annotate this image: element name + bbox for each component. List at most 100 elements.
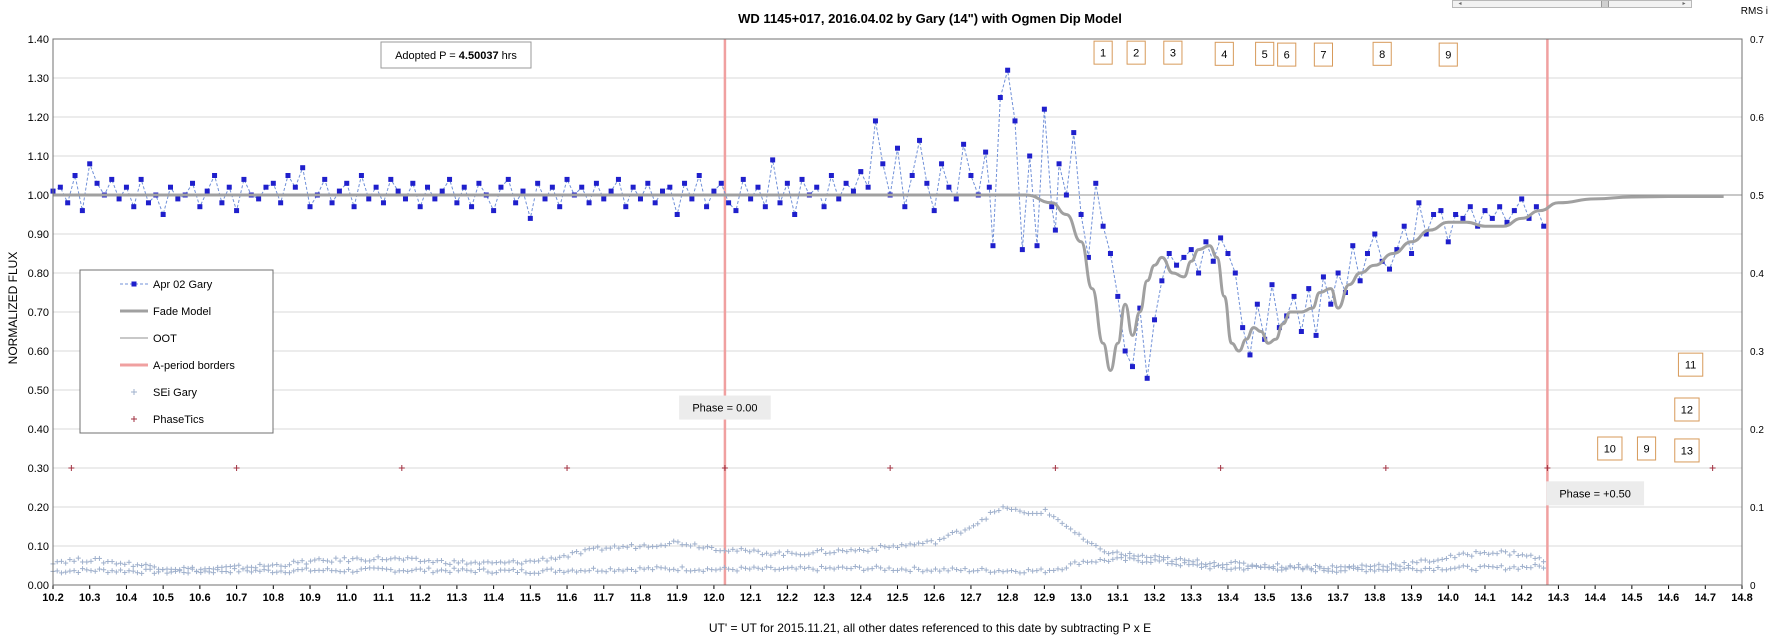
- y-tick-label: 1.30: [28, 73, 49, 85]
- sei-point: [1148, 555, 1154, 561]
- sei-point: [1118, 551, 1124, 557]
- sei-point: [557, 567, 563, 573]
- sei-point: [759, 566, 765, 572]
- sei-point: [274, 569, 280, 575]
- sei-point: [1473, 549, 1479, 555]
- sei-point: [764, 564, 770, 570]
- legend-label: SEi Gary: [153, 387, 198, 399]
- sei-point: [954, 528, 960, 534]
- sei-point: [1541, 565, 1547, 571]
- dip-label-text: 5: [1262, 49, 1268, 61]
- sei-point: [1085, 559, 1091, 565]
- sei-point: [650, 544, 656, 550]
- sei-point: [1249, 562, 1255, 568]
- flux-point: [872, 118, 878, 124]
- y2-tick-label: 0.7: [1750, 35, 1764, 46]
- sei-point: [810, 550, 816, 556]
- sei-point: [1456, 551, 1462, 557]
- sei-point: [945, 532, 951, 538]
- flux-point: [1129, 364, 1135, 370]
- sei-point: [700, 568, 706, 574]
- sei-point: [1503, 567, 1509, 573]
- sei-point: [1042, 506, 1048, 512]
- flux-point: [1320, 274, 1326, 280]
- sei-point: [949, 565, 955, 571]
- flux-point: [234, 208, 240, 214]
- sei-point: [899, 542, 905, 548]
- scroll-slider[interactable]: ◂ ▸: [1452, 0, 1692, 8]
- sei-point: [122, 561, 128, 567]
- flux-point: [373, 184, 379, 190]
- flux-point: [990, 243, 996, 249]
- legend-label: Apr 02 Gary: [153, 279, 213, 291]
- flux-point: [476, 180, 482, 186]
- legend-item: Apr 02 Gary: [120, 279, 213, 291]
- sei-point: [548, 555, 554, 561]
- x-tick-label: 11.1: [373, 592, 394, 604]
- flux-point: [1357, 278, 1363, 284]
- sei-point: [130, 568, 136, 574]
- sei-point: [227, 563, 233, 569]
- flux-point: [1387, 266, 1393, 272]
- sei-point: [438, 557, 444, 563]
- flux-point: [1063, 192, 1069, 198]
- sei-point: [396, 556, 402, 562]
- sei-point: [113, 561, 119, 567]
- flux-point: [1453, 212, 1459, 217]
- sei-point: [628, 567, 634, 573]
- flux-point: [1049, 204, 1055, 210]
- sei-point: [1351, 563, 1357, 569]
- sei-point: [1422, 565, 1428, 571]
- sei-point: [1300, 565, 1306, 571]
- sei-point: [143, 566, 149, 572]
- x-tick-label: 12.7: [960, 592, 981, 604]
- flux-point: [417, 204, 423, 210]
- y-tick-label: 0.70: [28, 307, 49, 319]
- sei-point: [1410, 559, 1416, 565]
- sei-point: [797, 552, 803, 558]
- sei-point: [1532, 562, 1538, 568]
- sei-point: [1410, 566, 1416, 572]
- sei-point: [937, 536, 943, 542]
- dip-label: 7: [1313, 42, 1334, 67]
- dip-label: 3: [1163, 40, 1183, 65]
- flux-point: [65, 200, 71, 206]
- dip-label: 8: [1372, 41, 1392, 66]
- sei-point: [726, 548, 732, 554]
- sei-point: [122, 570, 128, 576]
- sei-point: [1135, 553, 1141, 559]
- sei-point: [1498, 563, 1504, 569]
- sei-point: [895, 567, 900, 573]
- sei-point: [1494, 551, 1500, 557]
- sei-point: [1123, 553, 1129, 559]
- sei-point: [299, 558, 305, 564]
- flux-point: [718, 180, 724, 186]
- scroll-left-icon[interactable]: ◂: [1458, 0, 1462, 7]
- flux-point: [1533, 204, 1539, 210]
- dip-label-box: [1674, 438, 1700, 463]
- sei-point: [502, 567, 508, 573]
- sei-point: [1156, 558, 1162, 564]
- dip-label: 5: [1255, 41, 1275, 66]
- flux-point: [674, 212, 680, 217]
- sei-point: [1224, 561, 1230, 567]
- sei-point: [1013, 568, 1019, 574]
- sei-point: [291, 558, 297, 564]
- sei-point: [1465, 563, 1471, 569]
- scroll-right-icon[interactable]: ▸: [1682, 0, 1686, 7]
- sei-point: [1131, 553, 1137, 559]
- sei-point: [489, 570, 495, 576]
- flux-point: [307, 204, 313, 210]
- sei-point: [633, 568, 639, 574]
- sei-point: [599, 547, 605, 553]
- sei-point: [105, 570, 111, 576]
- flux-point: [792, 212, 798, 217]
- sei-point: [992, 569, 998, 575]
- scroll-thumb[interactable]: [1601, 1, 1609, 7]
- flux-point: [895, 145, 900, 151]
- y2-tick-label: 0.3: [1750, 347, 1764, 358]
- adopted-period-box: Adopted P = 4.50037 hrs: [380, 41, 532, 69]
- sei-point: [367, 558, 373, 564]
- dip-label-box: [1636, 436, 1657, 461]
- sei-point: [641, 566, 647, 572]
